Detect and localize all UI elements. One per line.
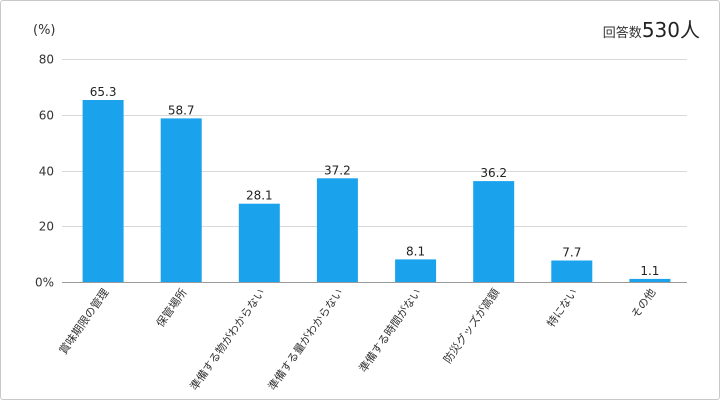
bar xyxy=(160,118,202,283)
gridlines xyxy=(62,59,687,283)
bar xyxy=(238,203,280,282)
category-label: 賞味期限の管理 xyxy=(56,286,112,357)
value-labels: 65.3 58.7 28.1 37.2 8.1 36.2 7.7 1.1 xyxy=(90,85,660,278)
bar-value-label: 7.7 xyxy=(562,246,581,260)
category-label: 特にない xyxy=(544,286,581,330)
category-label: 準備する量がわからない xyxy=(265,286,346,393)
category-label: 準備する時間がない xyxy=(356,286,424,375)
bar xyxy=(395,259,437,282)
category-label: 準備する物がわからない xyxy=(187,286,268,393)
respondents-count: 530人 xyxy=(642,18,700,42)
y-axis-unit-label: (%) xyxy=(33,23,56,38)
bar-value-label: 8.1 xyxy=(406,244,425,258)
y-tick-label: 0% xyxy=(35,276,54,290)
bar-value-label: 1.1 xyxy=(640,264,659,278)
y-tick-label: 80 xyxy=(39,53,54,67)
bar xyxy=(316,178,358,282)
category-label: 保管場所 xyxy=(153,286,190,330)
bar-value-label: 36.2 xyxy=(480,166,507,180)
bar-value-label: 65.3 xyxy=(90,85,117,99)
bar xyxy=(473,181,515,282)
y-axis-ticks: 0% 20 40 60 80 xyxy=(35,53,54,290)
y-tick-label: 40 xyxy=(39,165,54,179)
bar-value-label: 28.1 xyxy=(246,189,273,203)
bar xyxy=(82,100,124,282)
category-label: 防災グッズが高額 xyxy=(440,286,502,366)
bar-value-label: 37.2 xyxy=(324,163,351,177)
bar-value-label: 58.7 xyxy=(168,103,195,117)
respondents-summary: 回答数530人 xyxy=(603,18,700,42)
bar xyxy=(629,278,671,282)
respondents-label: 回答数 xyxy=(603,25,642,41)
category-label: その他 xyxy=(629,286,659,320)
bars xyxy=(82,100,671,283)
bar xyxy=(551,260,593,282)
y-tick-label: 20 xyxy=(39,220,54,234)
y-tick-label: 60 xyxy=(39,109,54,123)
